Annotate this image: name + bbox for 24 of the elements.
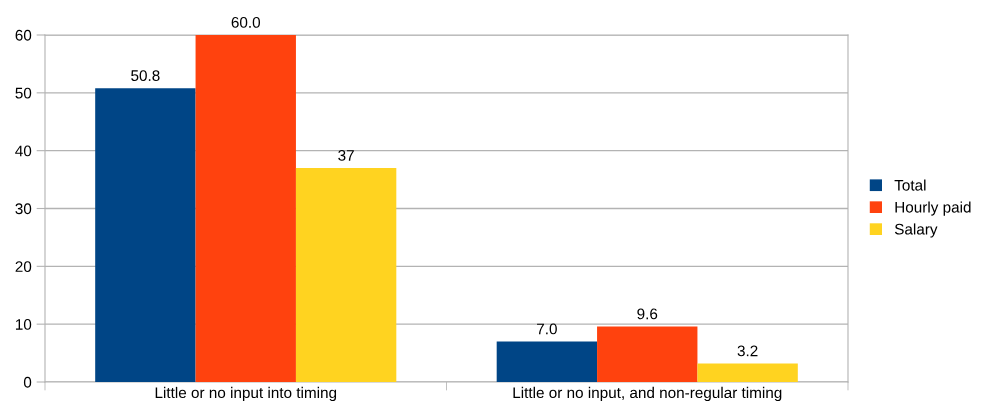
y-tick-label: 10	[15, 319, 32, 330]
data-label: 50.8	[131, 70, 160, 82]
y-tick-label: 30	[15, 203, 32, 215]
legend-label: Total	[894, 179, 926, 191]
data-label: 7.0	[537, 323, 557, 335]
legend-label: Salary	[894, 223, 938, 238]
data-label: 37	[338, 150, 354, 161]
bar	[597, 326, 698, 382]
bar	[295, 168, 397, 382]
bar	[195, 35, 296, 382]
legend-label: Hourly paid	[895, 201, 971, 216]
x-tick-label: Little or no input, and non-regular timing	[513, 386, 782, 402]
bar	[496, 341, 598, 382]
bar	[697, 363, 798, 382]
y-tick-label: 50	[15, 87, 32, 99]
x-tick-label: Little or no input into timing	[155, 386, 337, 402]
bar	[95, 88, 196, 382]
data-label: 60.0	[231, 17, 261, 28]
y-tick-label: 40	[15, 145, 32, 157]
data-label: 9.6	[637, 308, 658, 320]
y-tick-label: 60	[15, 29, 32, 41]
y-tick-label: 20	[15, 261, 32, 273]
data-label: 3.2	[737, 345, 758, 357]
y-tick-label: 0	[23, 376, 32, 388]
